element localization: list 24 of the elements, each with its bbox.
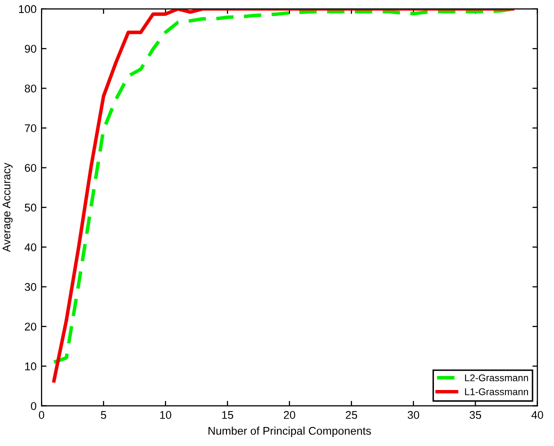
- y-tick-label: 100: [19, 5, 36, 14]
- y-tick-label: 80: [24, 84, 36, 92]
- y-tick-label: 40: [24, 243, 36, 252]
- x-tick-label: 35: [470, 411, 482, 419]
- y-tick-label: 90: [24, 44, 36, 53]
- x-tick-label: 25: [346, 411, 358, 419]
- y-tick-label: 0: [30, 402, 36, 410]
- x-tick-label: 5: [100, 411, 106, 419]
- y-tick-label: 60: [24, 164, 36, 172]
- x-tick-label: 30: [408, 411, 420, 419]
- x-tick-label: 20: [284, 411, 296, 419]
- x-tick-label: 0: [38, 411, 44, 419]
- y-tick-label: 20: [24, 322, 36, 331]
- y-axis-title: Average Accuracy: [2, 162, 13, 252]
- y-tick-label: 50: [24, 204, 36, 212]
- x-axis-title: Number of Principal Components: [208, 426, 371, 437]
- legend-label: L2-Grassmann: [465, 374, 528, 382]
- y-tick-label: 70: [24, 124, 36, 132]
- y-tick-label: 30: [24, 283, 36, 291]
- legend-label: L1-Grassmann: [465, 388, 528, 396]
- x-tick-label: 40: [531, 411, 544, 419]
- x-tick-label: 15: [222, 411, 234, 419]
- x-tick-label: 10: [160, 411, 172, 419]
- y-tick-label: 10: [25, 362, 36, 370]
